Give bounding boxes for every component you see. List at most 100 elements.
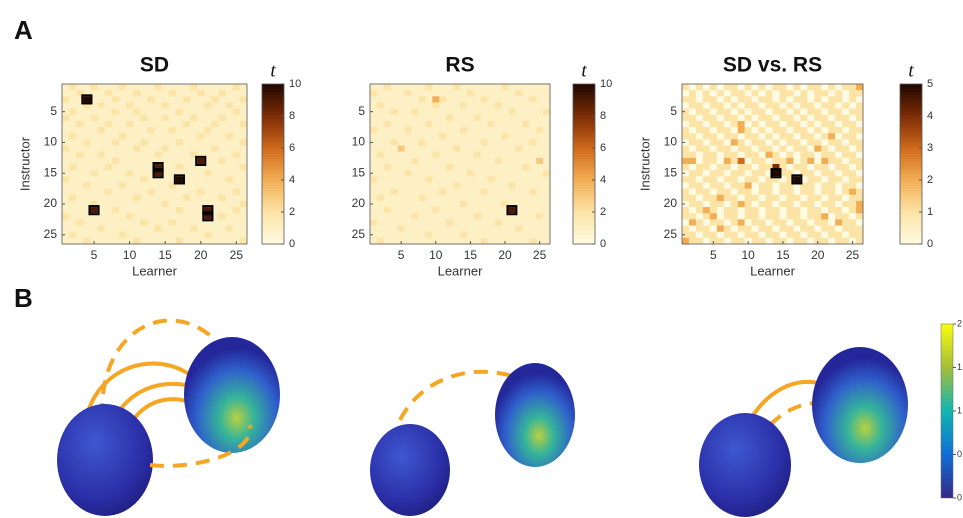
heat-cell <box>425 189 432 195</box>
heat-cell <box>439 201 446 207</box>
heat-cell <box>98 139 105 145</box>
heat-cell <box>377 238 384 244</box>
heat-cell <box>439 133 446 139</box>
heat-cell <box>133 109 140 115</box>
heat-cell <box>724 158 731 164</box>
heat-cell <box>842 219 849 225</box>
heat-cell <box>724 164 731 170</box>
colorbar-step <box>262 217 284 220</box>
heat-cell <box>162 152 169 158</box>
heat-cell <box>405 158 412 164</box>
heat-cell <box>412 238 419 244</box>
heat-cell <box>126 139 133 145</box>
heat-cell <box>842 195 849 201</box>
colorbar-tick-label: 6 <box>289 142 295 154</box>
heat-cell <box>90 232 97 238</box>
heat-cell <box>460 170 467 176</box>
heat-cell <box>62 219 69 225</box>
heat-cell <box>439 96 446 102</box>
heat-cell <box>488 182 495 188</box>
heat-cell <box>126 189 133 195</box>
heat-cell <box>384 213 391 219</box>
heat-cell <box>219 109 226 115</box>
heat-cell <box>370 127 377 133</box>
heat-cell <box>703 121 710 127</box>
heat-cell <box>522 219 529 225</box>
heat-cell <box>814 158 821 164</box>
heat-cell <box>786 226 793 232</box>
heat-cell <box>773 84 780 90</box>
heat-cell <box>412 195 419 201</box>
colorbar-step <box>262 239 284 242</box>
heat-cell <box>495 84 502 90</box>
heat-cell <box>502 195 509 201</box>
colorbar-step <box>573 167 595 170</box>
heat-cell <box>147 90 154 96</box>
colorbar-step <box>262 236 284 239</box>
heat-cell <box>849 96 856 102</box>
heat-cell <box>219 238 226 244</box>
heat-cell <box>384 189 391 195</box>
colorbar-step <box>573 201 595 204</box>
x-tick-label: 15 <box>158 248 172 262</box>
heat-cell <box>738 182 745 188</box>
heat-cell <box>405 152 412 158</box>
heat-cell <box>807 219 814 225</box>
heat-cell <box>481 176 488 182</box>
heat-cell <box>398 127 405 133</box>
heat-cell <box>76 226 83 232</box>
heat-cell <box>446 201 453 207</box>
heat-cell <box>405 189 412 195</box>
colorbar-step <box>573 95 595 98</box>
heat-cell <box>155 238 162 244</box>
heat-cell <box>240 164 247 170</box>
heat-cell <box>508 164 515 170</box>
heat-cell <box>842 84 849 90</box>
colorbar-step <box>900 231 922 234</box>
heat-cell <box>814 176 821 182</box>
heat-cell <box>745 213 752 219</box>
heat-cell <box>842 139 849 145</box>
heat-cell <box>467 201 474 207</box>
heat-cell <box>453 109 460 115</box>
heat-cell <box>370 115 377 121</box>
heat-cell <box>183 207 190 213</box>
heat-cell <box>467 158 474 164</box>
heat-cell <box>529 109 536 115</box>
brain-colorbar-tick-label: 1. <box>957 362 963 372</box>
heat-cell <box>418 195 425 201</box>
heat-cell <box>76 109 83 115</box>
heat-cell <box>515 226 522 232</box>
heat-cell <box>828 139 835 145</box>
heat-cell <box>529 232 536 238</box>
x-tick-label: 25 <box>533 248 547 262</box>
heat-cell <box>474 102 481 108</box>
heat-cell <box>779 121 786 127</box>
heat-cell <box>773 109 780 115</box>
heat-cell <box>370 164 377 170</box>
heat-cell <box>412 201 419 207</box>
heat-cell <box>508 115 515 121</box>
heat-cell <box>814 115 821 121</box>
heat-cell <box>529 115 536 121</box>
heat-cell <box>133 84 140 90</box>
heat-cell <box>69 226 76 232</box>
heat-cell <box>197 232 204 238</box>
heat-cell <box>439 102 446 108</box>
heat-cell <box>439 164 446 170</box>
heat-cell <box>147 102 154 108</box>
heat-cell <box>842 115 849 121</box>
heat-cell <box>800 158 807 164</box>
heat-cell <box>682 152 689 158</box>
heat-cell <box>543 115 550 121</box>
heat-cell <box>835 158 842 164</box>
heat-cell <box>105 84 112 90</box>
heat-cell <box>133 182 140 188</box>
colorbar-step <box>573 84 595 87</box>
heat-cell <box>169 195 176 201</box>
heat-cell <box>821 164 828 170</box>
heat-cell <box>119 213 126 219</box>
heat-cell <box>90 133 97 139</box>
colorbar-step <box>262 223 284 226</box>
heat-cell <box>807 164 814 170</box>
